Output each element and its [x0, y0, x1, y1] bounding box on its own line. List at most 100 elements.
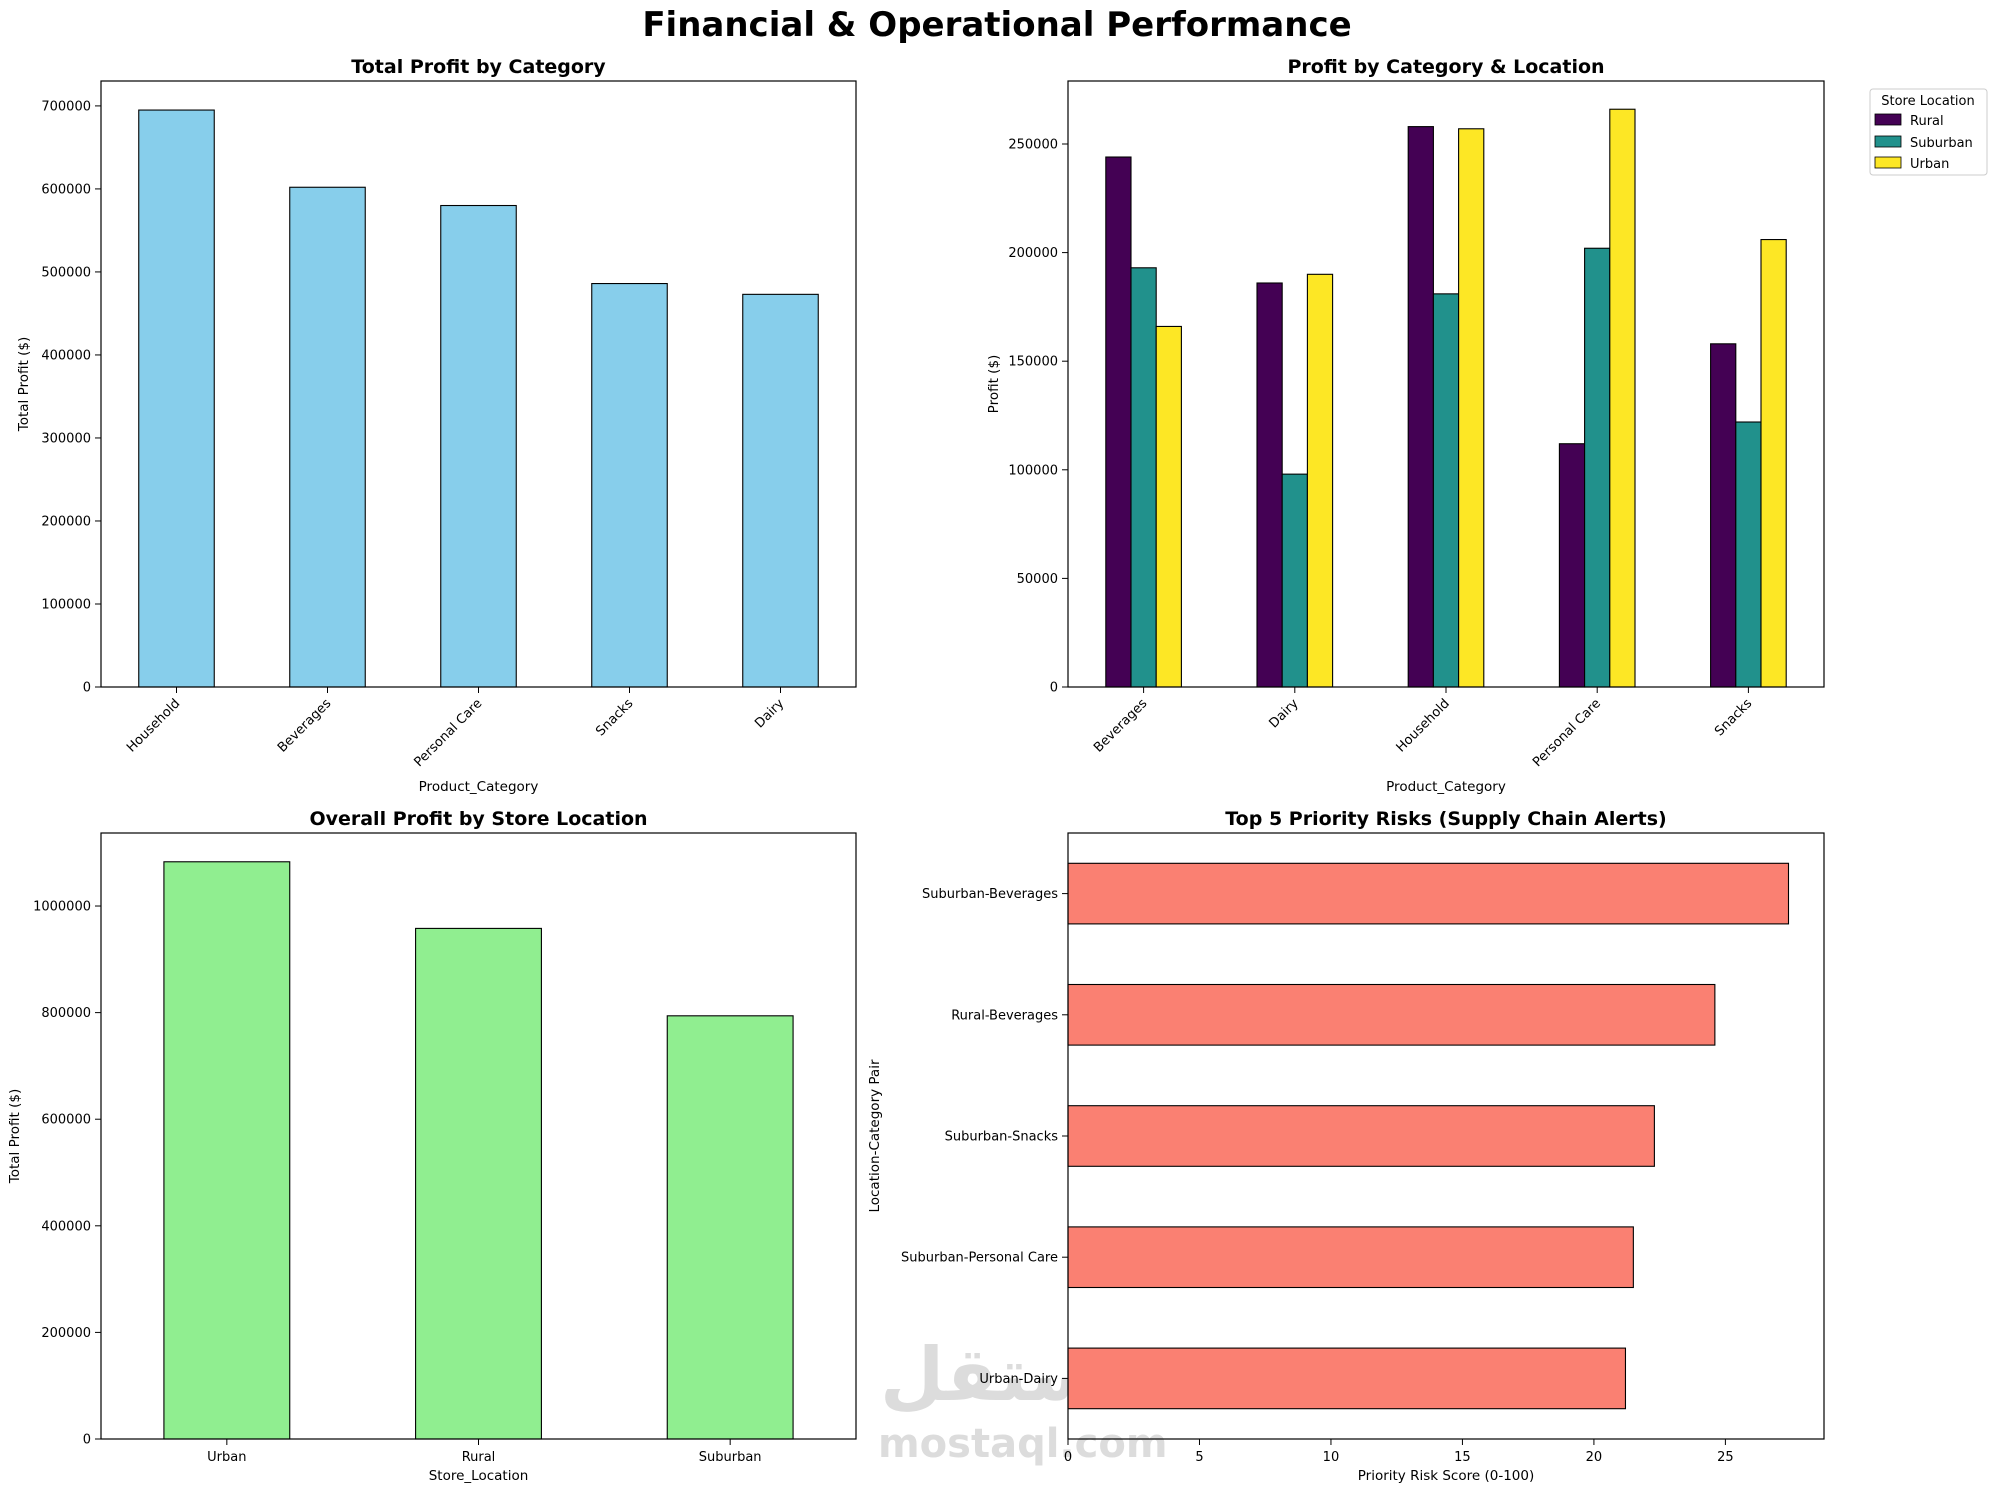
bars — [163, 861, 794, 1440]
y-tick-label: 200000 — [41, 514, 91, 529]
chart-profit-by-location: Overall Profit by Store Location 0 200000… — [7, 808, 857, 1484]
y-tick-label: 400000 — [41, 1219, 91, 1234]
bar-rural-snacks — [1710, 343, 1737, 688]
x-tick-label: Suburban — [699, 1450, 762, 1465]
bar-urban-dairy — [1067, 1347, 1627, 1410]
bar-rural-beverages — [1067, 983, 1716, 1046]
y-tick-label: 600000 — [41, 182, 91, 197]
x-tick-label: Dairy — [752, 696, 787, 731]
chart-title: Top 5 Priority Risks (Supply Chain Alert… — [1225, 808, 1666, 830]
bar-suburban-snacks — [1067, 1105, 1655, 1167]
y-tick-label: 0 — [83, 681, 91, 696]
bar-snacks — [591, 283, 668, 688]
x-tick-label: Urban — [207, 1450, 246, 1465]
y-axis-label: Location-Category Pair — [867, 1059, 883, 1212]
x-tick-label: Rural — [462, 1450, 496, 1465]
bar-rural-dairy — [1256, 282, 1283, 688]
x-tick-label: Personal Care — [411, 696, 485, 770]
x-tick-label: Beverages — [275, 696, 335, 756]
bar-beverages — [289, 186, 366, 688]
y-tick-label: Rural-Beverages — [951, 1008, 1058, 1023]
legend-swatch-rural — [1874, 113, 1902, 126]
y-axis: 0 200000 400000 600000 800000 1000000 — [33, 900, 101, 1448]
bar-suburban-beverages — [1067, 862, 1790, 925]
bar-suburban-snacks — [1735, 421, 1762, 688]
x-tick-label: 5 — [1195, 1450, 1203, 1465]
y-tick-label: 800000 — [41, 1006, 91, 1021]
x-axis-label: Store_Location — [429, 1468, 529, 1484]
legend: Store Location Rural Suburban Urban — [1869, 88, 1988, 176]
x-axis: 0 5 10 15 20 25 — [1064, 1439, 1734, 1465]
y-tick-label: 250000 — [1008, 137, 1058, 152]
chart-top-risks: Top 5 Priority Risks (Supply Chain Alert… — [867, 808, 1825, 1484]
y-tick-label: Suburban-Snacks — [945, 1130, 1059, 1145]
x-tick-label: Personal Care — [1530, 696, 1604, 770]
legend-label-urban: Urban — [1910, 157, 1949, 172]
legend-swatch-suburban — [1874, 135, 1902, 148]
bar-personal-care — [440, 204, 517, 688]
plot-frame — [1067, 832, 1825, 1440]
y-axis-label: Total Profit ($) — [7, 1089, 23, 1184]
legend-swatch-urban — [1874, 156, 1902, 169]
x-tick-label: 10 — [1323, 1450, 1340, 1465]
x-axis: Household Beverages Personal Care Snacks Dai… — [124, 687, 788, 770]
plot-frame — [100, 832, 857, 1440]
x-tick-label: 15 — [1454, 1450, 1471, 1465]
plot-frame — [1067, 80, 1825, 688]
bars — [138, 109, 819, 688]
y-axis: 0 100000 200000 300000 400000 500000 600000 700… — [41, 99, 101, 696]
bar-urban-dairy — [1306, 273, 1334, 688]
chart-title: Profit by Category & Location — [1287, 56, 1604, 78]
y-tick-label: 150000 — [1008, 355, 1058, 370]
chart-title: Overall Profit by Store Location — [309, 808, 647, 830]
y-axis: 0 50000 100000 150000 200000 250000 — [1008, 137, 1068, 696]
y-axis: Suburban-Beverages Rural-Beverages Suburba… — [901, 887, 1068, 1387]
y-tick-label: Suburban-Beverages — [922, 887, 1058, 902]
y-tick-label: 500000 — [41, 265, 91, 280]
y-tick-label: 600000 — [41, 1113, 91, 1128]
bars — [1105, 108, 1787, 688]
bar-rural-beverages — [1105, 156, 1132, 688]
bar-dairy — [742, 293, 819, 688]
bar-suburban-beverages — [1130, 267, 1157, 688]
bar-rural-personal-care — [1558, 443, 1586, 688]
x-tick-label: Snacks — [593, 696, 636, 739]
y-tick-label: 1000000 — [33, 900, 91, 915]
legend-title: Store Location — [1881, 94, 1974, 109]
bar-urban-household — [1458, 128, 1485, 688]
figure-title: Financial & Operational Performance — [642, 5, 1351, 45]
bar-urban-snacks — [1760, 239, 1787, 688]
x-axis-label: Priority Risk Score (0-100) — [1358, 1468, 1534, 1484]
x-tick-label: 25 — [1717, 1450, 1734, 1465]
x-tick-label: Dairy — [1267, 696, 1302, 731]
x-axis: Urban Rural Suburban — [207, 1439, 762, 1465]
y-tick-label: 700000 — [41, 99, 91, 114]
x-tick-label: Snacks — [1712, 696, 1755, 739]
bars — [1067, 862, 1790, 1410]
legend-label-rural: Rural — [1910, 114, 1944, 129]
x-tick-label: Household — [1394, 696, 1453, 755]
y-tick-label: Urban-Dairy — [979, 1372, 1058, 1387]
bar-household — [138, 109, 215, 688]
legend-label-suburban: Suburban — [1910, 136, 1973, 151]
bar-urban-personal-care — [1609, 108, 1636, 688]
legend-frame — [1869, 88, 1988, 176]
bar-suburban-personal-care — [1584, 247, 1611, 688]
chart-profit-by-category-location: Profit by Category & Location 0 50000 1000… — [986, 56, 1988, 795]
x-tick-label: 20 — [1586, 1450, 1603, 1465]
x-tick-label: Household — [124, 696, 183, 755]
y-tick-label: 100000 — [41, 597, 91, 612]
watermark-latin: mostaql.com — [878, 1421, 1168, 1467]
y-tick-label: 200000 — [41, 1326, 91, 1341]
x-axis-label: Product_Category — [419, 779, 539, 795]
bar-urban — [163, 861, 291, 1440]
y-tick-label: 0 — [83, 1433, 91, 1448]
bar-rural — [415, 927, 542, 1440]
y-tick-label: Suburban-Personal Care — [901, 1251, 1058, 1266]
x-axis-label: Product_Category — [1386, 779, 1506, 795]
bar-suburban-household — [1432, 293, 1460, 688]
bar-suburban-dairy — [1281, 473, 1308, 688]
x-tick-label: Beverages — [1091, 696, 1151, 756]
chart-title: Total Profit by Category — [351, 56, 606, 78]
